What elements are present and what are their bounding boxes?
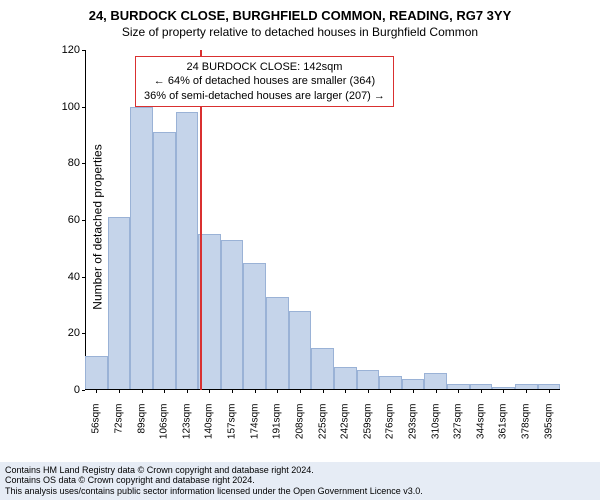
xtick-mark (436, 390, 437, 393)
xtick-label: 344sqm (475, 404, 486, 444)
xtick-label: 276sqm (385, 404, 396, 444)
plot-region: 56sqm72sqm89sqm106sqm123sqm140sqm157sqm1… (85, 50, 560, 390)
xtick-mark (232, 390, 233, 393)
ytick-mark (82, 390, 85, 391)
info-line-3: 36% of semi-detached houses are larger (… (144, 89, 385, 103)
xtick-label: 191sqm (272, 404, 283, 444)
ytick-label: 100 (55, 101, 80, 113)
chart-area: Number of detached properties 0204060801… (55, 50, 560, 420)
license-footer: Contains HM Land Registry data © Crown c… (0, 462, 600, 500)
xtick-label: 174sqm (249, 404, 260, 444)
histogram-bar (221, 240, 244, 390)
ytick-label: 20 (55, 327, 80, 339)
xtick-label: 310sqm (430, 404, 441, 444)
histogram-bar (243, 263, 266, 391)
xtick-label: 140sqm (204, 404, 215, 444)
xtick-mark (526, 390, 527, 393)
histogram-bar (357, 370, 380, 390)
xtick-mark (142, 390, 143, 393)
chart-title: Size of property relative to detached ho… (0, 25, 600, 39)
xtick-mark (164, 390, 165, 393)
info-line-2: ← 64% of detached houses are smaller (36… (144, 74, 385, 88)
histogram-bar (130, 107, 153, 390)
xtick-label: 208sqm (294, 404, 305, 444)
xtick-mark (413, 390, 414, 393)
xtick-mark (323, 390, 324, 393)
xtick-label: 395sqm (543, 404, 554, 444)
histogram-bar (176, 112, 199, 390)
ytick-label: 120 (55, 44, 80, 56)
xtick-mark (300, 390, 301, 393)
xtick-label: 123sqm (181, 404, 192, 444)
xtick-label: 293sqm (407, 404, 418, 444)
xtick-mark (96, 390, 97, 393)
histogram-bar (108, 217, 131, 390)
histogram-bar (153, 132, 176, 390)
address-text: 24, BURDOCK CLOSE, BURGHFIELD COMMON, RE… (0, 8, 600, 23)
xtick-label: 56sqm (91, 404, 102, 444)
xtick-label: 225sqm (317, 404, 328, 444)
xtick-label: 361sqm (498, 404, 509, 444)
xtick-mark (368, 390, 369, 393)
xtick-label: 242sqm (340, 404, 351, 444)
xtick-label: 157sqm (227, 404, 238, 444)
footer-line-2: Contains OS data © Crown copyright and d… (5, 475, 595, 486)
info-box: 24 BURDOCK CLOSE: 142sqm ← 64% of detach… (135, 56, 394, 107)
xtick-mark (549, 390, 550, 393)
chart-header: 24, BURDOCK CLOSE, BURGHFIELD COMMON, RE… (0, 0, 600, 39)
xtick-mark (481, 390, 482, 393)
xtick-mark (390, 390, 391, 393)
ytick-label: 0 (55, 384, 80, 396)
xtick-label: 327sqm (453, 404, 464, 444)
histogram-bar (311, 348, 334, 391)
xtick-mark (345, 390, 346, 393)
xtick-mark (209, 390, 210, 393)
histogram-bar (85, 356, 108, 390)
info-line-1: 24 BURDOCK CLOSE: 142sqm (144, 60, 385, 74)
xtick-mark (119, 390, 120, 393)
xtick-mark (277, 390, 278, 393)
xtick-mark (187, 390, 188, 393)
xtick-label: 72sqm (113, 404, 124, 444)
ytick-label: 60 (55, 214, 80, 226)
footer-line-3: This analysis uses/contains public secto… (5, 486, 595, 497)
xtick-label: 259sqm (362, 404, 373, 444)
histogram-bar (424, 373, 447, 390)
xtick-mark (458, 390, 459, 393)
ytick-label: 80 (55, 157, 80, 169)
histogram-bar (334, 367, 357, 390)
xtick-mark (255, 390, 256, 393)
histogram-bar (289, 311, 312, 390)
footer-line-1: Contains HM Land Registry data © Crown c… (5, 465, 595, 476)
histogram-bar (266, 297, 289, 391)
xtick-label: 89sqm (136, 404, 147, 444)
histogram-bar (379, 376, 402, 390)
xtick-mark (503, 390, 504, 393)
ytick-label: 40 (55, 271, 80, 283)
xtick-label: 378sqm (521, 404, 532, 444)
xtick-label: 106sqm (159, 404, 170, 444)
